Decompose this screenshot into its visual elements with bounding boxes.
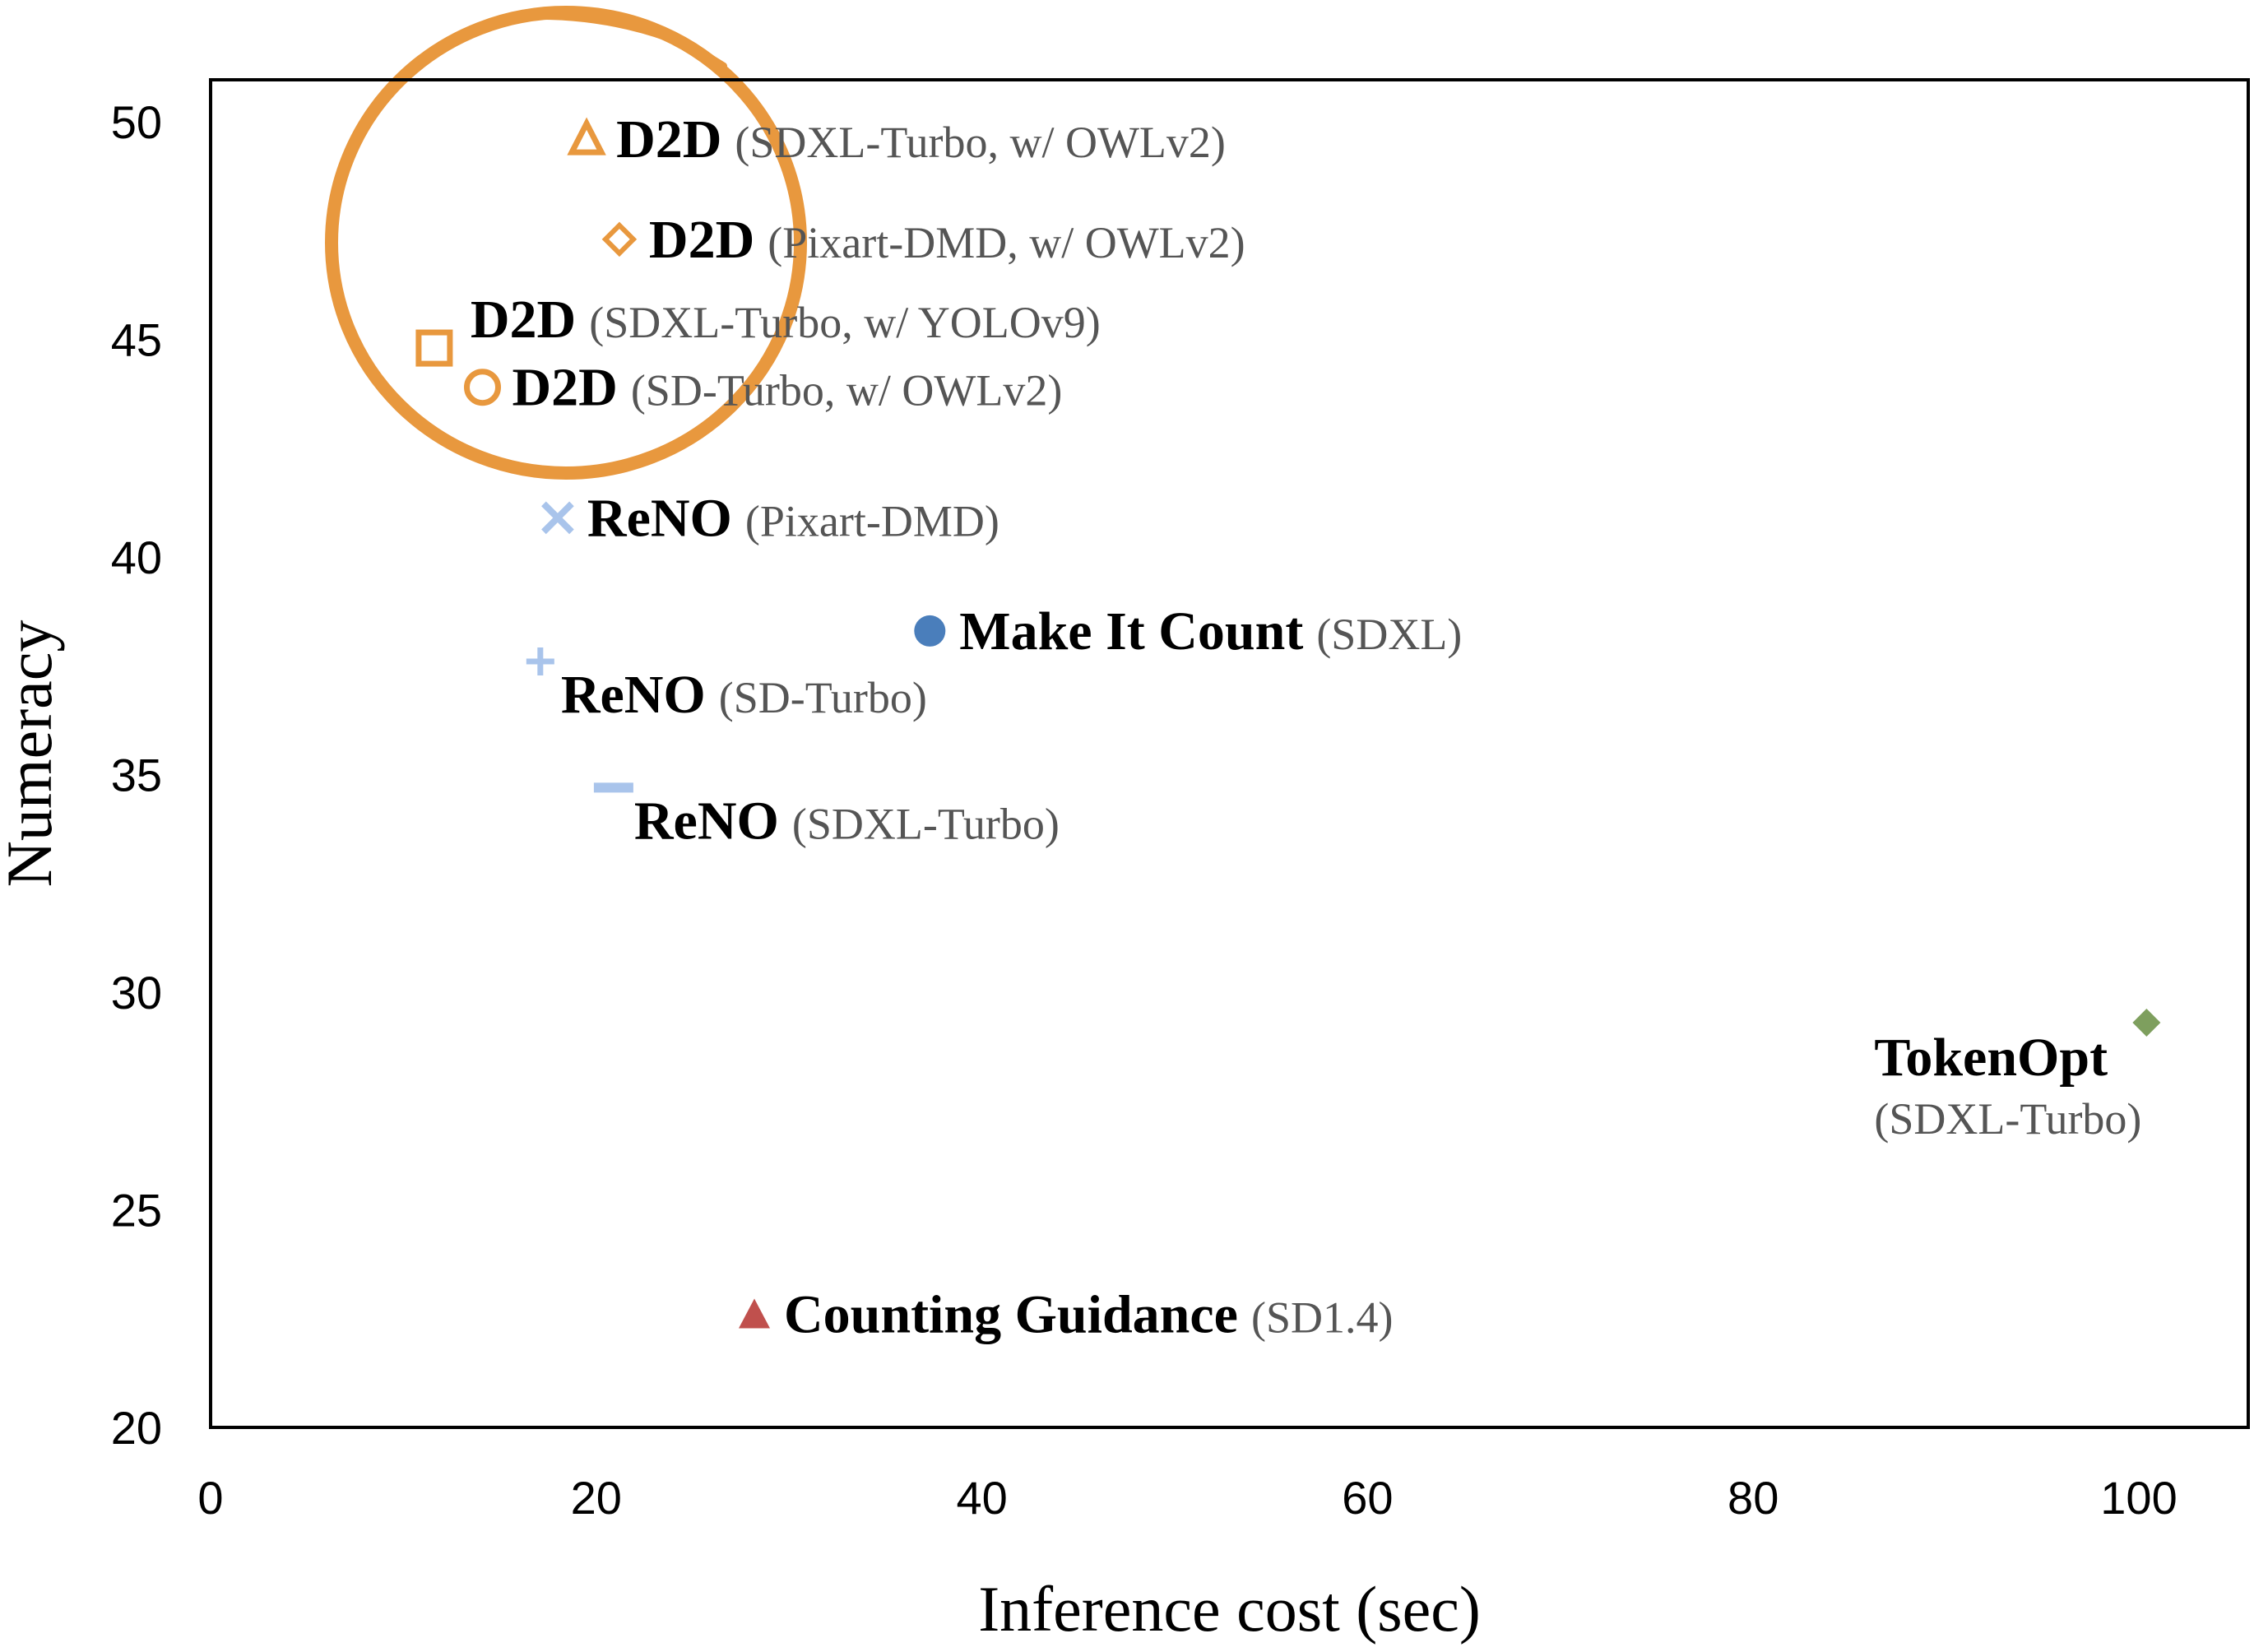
y-axis-title: Numeracy: [0, 620, 65, 888]
highlight-brush-tail: [499, 13, 727, 69]
point-label-name: ReNO: [587, 488, 732, 548]
y-tick-label: 40: [111, 531, 162, 583]
x-tick-label: 80: [1728, 1472, 1779, 1524]
point-label: D2D (SDXL-Turbo, w/ OWLv2): [616, 109, 1226, 169]
point-label: Counting Guidance (SD1.4): [784, 1284, 1393, 1344]
x-tick-label: 20: [571, 1472, 622, 1524]
point-marker: [593, 782, 633, 793]
data-point: TokenOpt (SDXL-Turbo): [1874, 1009, 2161, 1144]
point-label-model: (SDXL): [1316, 610, 1462, 659]
point-marker: [464, 369, 502, 406]
point-label-model: (SD-Turbo, w/ OWLv2): [631, 366, 1063, 415]
data-point: D2D (SDXL-Turbo, w/ OWLv2): [567, 109, 1226, 169]
y-tick-label: 50: [111, 96, 162, 148]
x-tick-label: 60: [1342, 1472, 1393, 1524]
data-point: Make It Count (SDXL): [914, 601, 1462, 661]
point-label-name: D2D: [649, 210, 754, 270]
point-label-name: Counting Guidance: [784, 1284, 1238, 1344]
data-points: D2D (SDXL-Turbo, w/ OWLv2) D2D (Pixart-DMD,…: [415, 109, 2161, 1344]
point-label-name: D2D: [512, 358, 618, 418]
axis-ticks: 0 20 40 60 80 100 20 25 30 35 40 45 50: [111, 96, 2177, 1524]
data-point: ReNO (SD-Turbo): [526, 647, 927, 725]
data-point: ReNO (SDXL-Turbo): [593, 782, 1060, 851]
data-point: ReNO (Pixart-DMD): [541, 488, 999, 548]
point-label-name: D2D: [471, 290, 576, 350]
point-label-model: (Pixart-DMD): [745, 496, 999, 545]
data-point: D2D (SDXL-Turbo, w/ YOLOv9): [415, 290, 1101, 367]
data-point: D2D (Pixart-DMD, w/ OWLv2): [601, 210, 1245, 270]
y-tick-label: 20: [111, 1402, 162, 1454]
point-label-name: Make It Count: [959, 601, 1303, 661]
y-tick-label: 45: [111, 314, 162, 366]
point-label-model: (SD-Turbo): [719, 673, 927, 722]
point-marker: [739, 1298, 771, 1329]
point-label-model: (Pixart-DMD, w/ OWLv2): [768, 218, 1245, 267]
point-marker: [2132, 1009, 2161, 1037]
point-label: ReNO (SD-Turbo): [561, 665, 927, 725]
y-tick-label: 30: [111, 967, 162, 1019]
point-marker: [541, 501, 574, 535]
point-label: ReNO (Pixart-DMD): [587, 488, 999, 548]
highlight-circle: [325, 6, 807, 480]
point-marker: [914, 615, 946, 647]
point-label-model: (SDXL-Turbo): [1874, 1094, 2141, 1144]
point-label-name: TokenOpt: [1874, 1028, 2108, 1088]
highlight-layer: [325, 6, 807, 480]
data-point: D2D (SD-Turbo, w/ OWLv2): [464, 358, 1063, 418]
point-label: D2D (SDXL-Turbo, w/ YOLOv9): [471, 290, 1101, 350]
point-label: D2D (Pixart-DMD, w/ OWLv2): [649, 210, 1245, 270]
point-label-name: D2D: [616, 109, 721, 169]
point-label-name: ReNO: [634, 791, 779, 851]
x-tick-label: 40: [956, 1472, 1007, 1524]
y-tick-label: 25: [111, 1185, 162, 1237]
y-tick-label: 35: [111, 749, 162, 801]
point-label-model: (SDXL-Turbo, w/ OWLv2): [735, 118, 1225, 167]
point-label-model: (SDXL-Turbo): [792, 799, 1060, 848]
x-axis-title: Inference cost (sec): [978, 1573, 1481, 1645]
point-label-model: (SDXL-Turbo, w/ YOLOv9): [589, 298, 1101, 347]
x-tick-label: 0: [197, 1472, 223, 1524]
plot-area-frame: [209, 78, 2250, 1429]
point-label-model: (SD1.4): [1251, 1292, 1394, 1342]
point-label: Make It Count (SDXL): [959, 601, 1462, 661]
data-point: Counting Guidance (SD1.4): [739, 1284, 1393, 1344]
point-label-name: ReNO: [561, 665, 706, 725]
x-tick-label: 100: [2100, 1472, 2177, 1524]
point-marker: [601, 221, 638, 258]
point-marker: [567, 117, 606, 155]
point-marker: [526, 647, 554, 675]
point-label: ReNO (SDXL-Turbo): [634, 791, 1060, 851]
point-label: D2D (SD-Turbo, w/ OWLv2): [512, 358, 1063, 418]
point-marker: [415, 329, 453, 367]
